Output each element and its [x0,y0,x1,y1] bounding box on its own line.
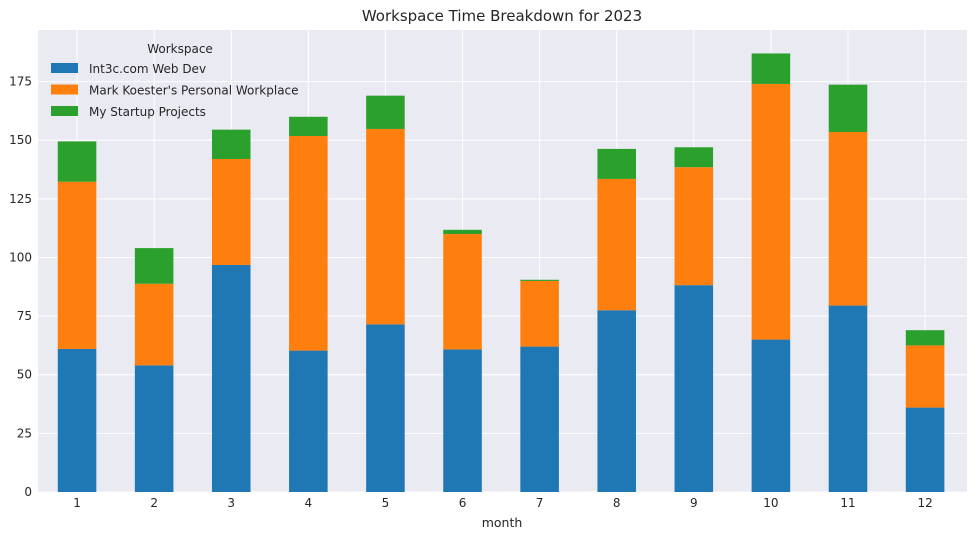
x-tick-label: 4 [305,496,313,510]
bar-segment-series-1-month-7 [520,346,559,492]
bar-segment-series-1-month-3 [211,264,251,492]
bar-segment-series-2-month-3 [211,158,251,265]
bar-segment-series-3-month-9 [674,147,714,168]
plot-area [38,30,967,492]
bar-segment-series-3-month-12 [905,330,945,346]
x-axis-label: month [482,515,523,530]
bar-segment-series-2-month-6 [443,234,482,350]
x-tick-label: 6 [459,496,467,510]
bar-segment-series-3-month-3 [211,129,251,159]
bar-segment-series-3-month-11 [828,84,868,133]
bar-segment-series-1-month-10 [751,339,791,492]
bar-segment-series-1-month-2 [134,365,174,492]
x-tick-label: 3 [227,496,235,510]
bar-segment-series-1-month-8 [597,310,636,492]
bar-segment-series-2-month-2 [134,283,174,366]
bar-segment-series-2-month-11 [828,132,868,306]
bar-segment-series-3-month-4 [289,116,328,137]
bar-segment-series-2-month-9 [674,167,714,286]
bar-segment-series-1-month-5 [366,324,405,492]
x-tick-label: 9 [690,496,698,510]
bar-segment-series-2-month-12 [905,345,945,408]
legend-label: Mark Koester's Personal Workplace [89,84,299,98]
bar-segment-series-3-month-1 [57,141,97,182]
bar-segment-series-2-month-8 [597,178,636,311]
legend-swatch [51,106,78,116]
legend-label: Int3c.com Web Dev [89,62,206,76]
bar-segment-series-2-month-10 [751,83,791,340]
bar-segment-series-3-month-6 [443,229,482,235]
bar-segment-series-1-month-1 [57,348,97,492]
y-tick-label: 0 [24,485,32,499]
bar-segment-series-1-month-4 [289,350,328,492]
bar-segment-series-1-month-11 [828,305,868,492]
x-tick-label: 5 [382,496,390,510]
y-tick-label: 175 [9,75,32,89]
legend-swatch [51,84,78,95]
bars [57,53,945,492]
y-tick-label: 125 [9,192,32,206]
y-tick-label: 100 [9,250,32,264]
x-tick-label: 8 [613,496,621,510]
bar-segment-series-2-month-7 [520,280,559,347]
bar-segment-series-3-month-8 [597,148,636,179]
x-tick-label: 12 [917,496,932,510]
bar-segment-series-3-month-10 [751,53,791,84]
y-tick-label: 150 [9,133,32,147]
x-tick-label: 7 [536,496,544,510]
bar-segment-series-3-month-2 [134,248,174,284]
x-tick-label: 10 [763,496,778,510]
x-tick-label: 1 [73,496,81,510]
y-tick-label: 25 [17,426,32,440]
bar-segment-series-2-month-4 [289,136,328,351]
chart-title: Workspace Time Breakdown for 2023 [362,7,642,25]
bar-segment-series-3-month-5 [366,95,405,129]
legend: Workspace Int3c.com Web Dev Mark Koester'… [51,42,299,119]
bar-segment-series-3-month-7 [520,279,559,281]
bar-segment-series-2-month-1 [57,181,97,349]
bar-segment-series-1-month-9 [674,285,714,492]
legend-label: My Startup Projects [89,105,206,119]
x-tick-label: 11 [840,496,855,510]
bar-segment-series-1-month-6 [443,349,482,492]
y-tick-label: 50 [17,368,32,382]
legend-title: Workspace [147,42,213,56]
legend-swatch [51,63,78,73]
y-tick-label: 75 [17,309,32,323]
x-tick-label: 2 [150,496,158,510]
bar-segment-series-1-month-12 [905,407,945,492]
bar-segment-series-2-month-5 [366,128,405,325]
